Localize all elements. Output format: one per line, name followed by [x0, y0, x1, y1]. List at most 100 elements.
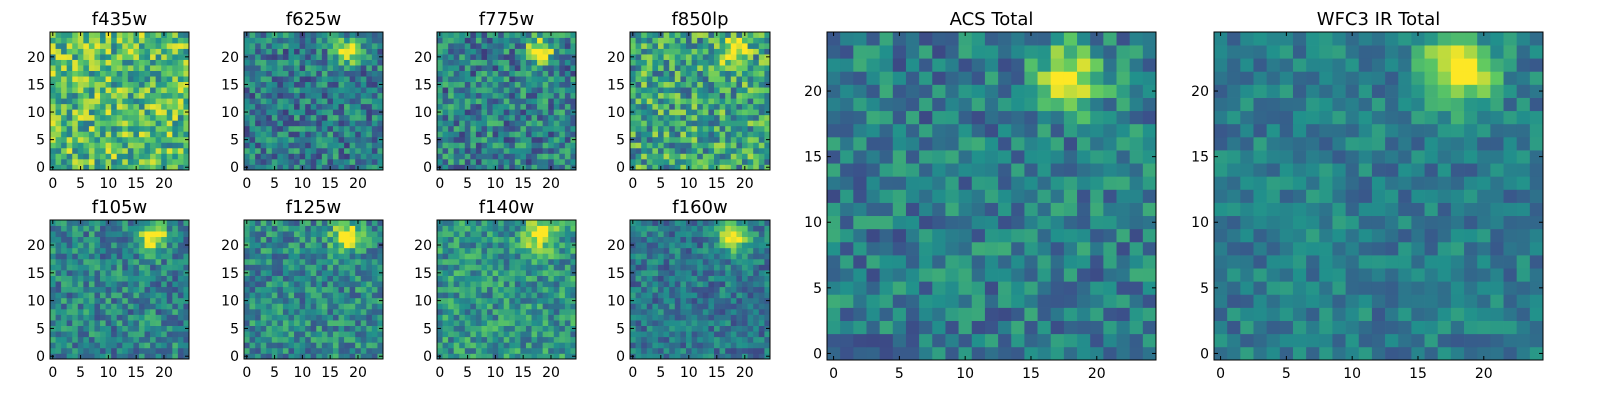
heatmap-cell [355, 314, 362, 321]
heatmap-cell [133, 131, 140, 138]
heatmap-cell [161, 320, 168, 326]
heatmap-cell [344, 320, 350, 326]
heatmap-cell [442, 353, 449, 360]
heatmap-cell [55, 320, 62, 326]
heatmap-cell [719, 92, 726, 99]
heatmap-cell [658, 347, 664, 354]
heatmap-cell [691, 342, 698, 349]
heatmap-cell [260, 37, 267, 44]
heatmap-cell [77, 92, 84, 99]
heatmap-cell [122, 92, 129, 99]
heatmap-cell [570, 142, 577, 149]
heatmap-cell [138, 48, 145, 55]
heatmap-cell [702, 158, 709, 165]
heatmap-cell [730, 142, 737, 149]
heatmap-cell [448, 153, 455, 160]
heatmap-cell [674, 325, 681, 332]
heatmap-cell [111, 43, 118, 49]
heatmap-cell [344, 236, 350, 243]
heatmap-cell [155, 103, 162, 110]
heatmap-cell [344, 103, 350, 110]
heatmap-cell [61, 264, 68, 271]
heatmap-cell [559, 76, 566, 83]
heatmap-cell [730, 32, 737, 38]
heatmap-cell [537, 314, 543, 321]
heatmap-cell [116, 54, 123, 60]
heatmap-cell [150, 65, 156, 71]
heatmap-cell [172, 303, 179, 310]
heatmap-cell [553, 303, 560, 310]
heatmap-cell [72, 264, 79, 271]
heatmap-cell [481, 103, 488, 110]
heatmap-cell [72, 76, 79, 83]
heatmap-cell [172, 87, 179, 94]
heatmap-cell [282, 164, 289, 171]
heatmap-cell [548, 258, 555, 265]
heatmap-cell [453, 147, 460, 154]
heatmap-cell [548, 147, 555, 154]
heatmap-cell [316, 258, 323, 265]
heatmap-cell [321, 286, 328, 293]
heatmap-cell [260, 92, 267, 99]
heatmap-cell [686, 147, 692, 154]
heatmap-cell [725, 32, 732, 38]
heatmap-cell [514, 59, 521, 66]
heatmap-cell [105, 331, 112, 338]
heatmap-cell [327, 225, 334, 232]
heatmap-cell [66, 231, 73, 238]
heatmap-cell [719, 286, 726, 293]
heatmap-cell [742, 325, 748, 332]
heatmap-cell [658, 325, 664, 332]
heatmap-cell [105, 325, 112, 332]
heatmap-cell [255, 270, 262, 276]
heatmap-cell [691, 303, 698, 310]
heatmap-cell [355, 54, 362, 60]
heatmap-cell [50, 342, 56, 349]
heatmap-cell [475, 347, 482, 354]
heatmap-cell [327, 125, 334, 132]
heatmap-cell [559, 142, 566, 149]
heatmap-cell [564, 225, 571, 232]
heatmap-cell [344, 258, 350, 265]
heatmap-cell [525, 158, 532, 165]
heatmap-cell [448, 98, 455, 105]
heatmap-cell [564, 164, 571, 171]
heatmap-cell [680, 164, 687, 171]
heatmap-cell [321, 32, 328, 38]
heatmap-cell [377, 48, 384, 55]
heatmap-cell [663, 98, 670, 105]
heatmap-cell [371, 81, 378, 88]
heatmap-cell [564, 147, 571, 154]
heatmap-cell [548, 87, 555, 94]
heatmap-cell [72, 164, 79, 171]
heatmap-cell [150, 142, 156, 149]
heatmap-cell [753, 286, 760, 293]
heatmap-cell [658, 70, 664, 77]
heatmap-cell [299, 120, 306, 127]
heatmap-cell [475, 65, 482, 71]
heatmap-cell [77, 253, 84, 260]
heatmap-cell [327, 264, 334, 271]
heatmap-cell [366, 247, 373, 254]
heatmap-cell [531, 286, 538, 293]
heatmap-cell [652, 81, 659, 88]
heatmap-cell [531, 353, 538, 360]
heatmap-cell [332, 308, 339, 315]
heatmap-cell [61, 320, 68, 326]
heatmap-cell [475, 270, 482, 276]
heatmap-cell [708, 275, 715, 282]
heatmap-cell [310, 247, 317, 254]
heatmap-cell [249, 147, 256, 154]
heatmap-cell [66, 275, 73, 282]
heatmap-cell [111, 303, 118, 310]
heatmap-cell [127, 54, 134, 60]
heatmap-cell [327, 320, 334, 326]
heatmap-cell [338, 81, 345, 88]
heatmap-cell [742, 59, 748, 66]
heatmap-cell [349, 314, 356, 321]
heatmap-cell [542, 131, 549, 138]
heatmap-cell [172, 164, 179, 171]
heatmap-cell [83, 153, 90, 160]
heatmap-cell [55, 81, 62, 88]
heatmap-cell [509, 153, 516, 160]
